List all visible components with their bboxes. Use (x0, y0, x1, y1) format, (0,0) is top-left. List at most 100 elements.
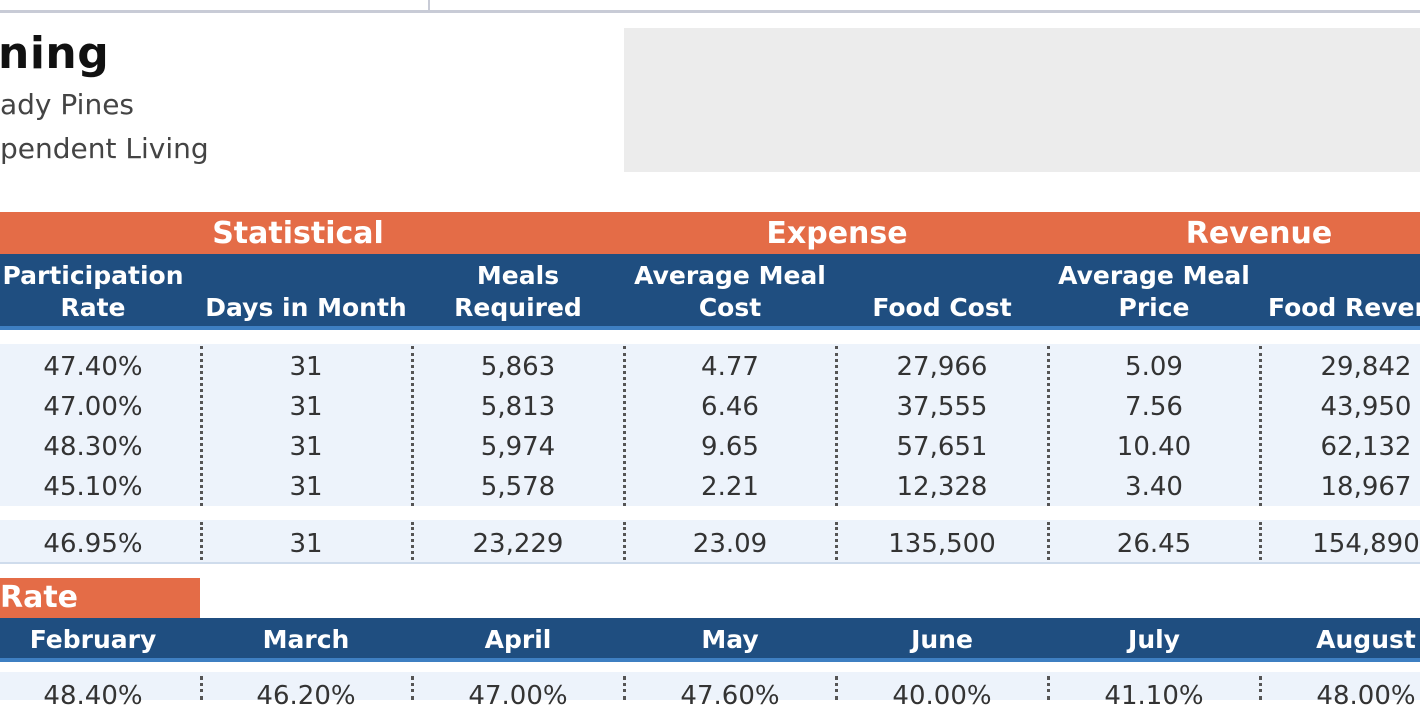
col-header-participation-rate[interactable]: Participation Rate (0, 254, 200, 326)
band-expense-label: Expense (766, 215, 908, 251)
month-header-row (0, 618, 1420, 658)
table-cell[interactable]: 5,813 (480, 392, 556, 422)
col-header-average-meal-price[interactable]: Average Meal Price (1048, 254, 1260, 326)
page-title: ning (0, 28, 110, 79)
rate-cell[interactable]: 48.00% (1316, 681, 1416, 711)
total-cell[interactable]: 23,229 (472, 529, 564, 559)
total-cell[interactable]: 26.45 (1116, 529, 1192, 559)
table-cell[interactable]: 9.65 (701, 432, 759, 462)
col-header-line2: Rate (60, 293, 126, 322)
col-header-line2: Food Rever (1268, 293, 1420, 322)
rate-cell[interactable]: 47.60% (680, 681, 780, 711)
column-separator (1047, 346, 1050, 506)
table-cell[interactable]: 5.09 (1125, 352, 1183, 382)
col-header-average-meal-cost[interactable]: Average Meal Cost (624, 254, 836, 326)
col-header-food-revenue[interactable]: Food Rever (1262, 254, 1420, 326)
table-cell[interactable]: 29,842 (1320, 352, 1412, 382)
table-cell[interactable]: 43,950 (1320, 392, 1412, 422)
column-separator (1047, 676, 1050, 700)
total-cell[interactable]: 31 (289, 529, 323, 559)
total-cell[interactable]: 154,890 (1312, 529, 1420, 559)
table-cell[interactable]: 31 (289, 432, 323, 462)
col-header-line1: Average Meal (1058, 261, 1250, 290)
month-header-underline (0, 658, 1420, 662)
table-cell[interactable]: 4.77 (701, 352, 759, 382)
column-header-underline (0, 326, 1420, 330)
table-cell[interactable]: 2.21 (701, 472, 759, 502)
table-cell[interactable]: 31 (289, 352, 323, 382)
total-cell[interactable]: 135,500 (888, 529, 996, 559)
month-header-june[interactable]: June (911, 625, 973, 654)
table-cell[interactable]: 10.40 (1116, 432, 1192, 462)
column-separator (623, 346, 626, 506)
column-separator (623, 522, 626, 560)
table-cell[interactable]: 18,967 (1320, 472, 1412, 502)
month-header-may[interactable]: May (701, 625, 759, 654)
column-separator (411, 676, 414, 700)
table-cell[interactable]: 31 (289, 472, 323, 502)
column-header-row (0, 254, 1420, 326)
column-separator (1259, 522, 1262, 560)
total-cell[interactable]: 46.95% (43, 529, 143, 559)
month-header-february[interactable]: February (29, 625, 157, 654)
total-row-area (0, 520, 1420, 562)
column-separator (200, 346, 203, 506)
community-name: ady Pines (0, 88, 135, 121)
table-cell[interactable]: 5,863 (480, 352, 556, 382)
month-header-july[interactable]: July (1128, 625, 1180, 654)
total-cell[interactable]: 23.09 (692, 529, 768, 559)
col-header-food-cost[interactable]: Food Cost (836, 254, 1048, 326)
rate-values-row (0, 672, 1420, 700)
top-toolbar-edge (0, 0, 1420, 13)
col-header-line2: Required (454, 293, 582, 322)
col-header-days-in-month[interactable]: Days in Month (200, 254, 412, 326)
col-header-meals-required[interactable]: Meals Required (412, 254, 624, 326)
logo-placeholder (624, 28, 1420, 172)
rate-cell[interactable]: 46.20% (256, 681, 356, 711)
rate-cell[interactable]: 40.00% (892, 681, 992, 711)
col-header-line1: Participation (2, 261, 184, 290)
table-cell[interactable]: 47.00% (43, 392, 143, 422)
column-separator (835, 346, 838, 506)
table-cell[interactable]: 7.56 (1125, 392, 1183, 422)
band-statistical-label: Statistical (212, 215, 384, 251)
band-revenue: Revenue (1048, 212, 1420, 254)
col-header-line1: Meals (476, 261, 560, 290)
table-cell[interactable]: 31 (289, 392, 323, 422)
col-header-line2: Price (1118, 293, 1190, 322)
rate-cell[interactable]: 47.00% (468, 681, 568, 711)
table-cell[interactable]: 48.30% (43, 432, 143, 462)
band-revenue-label: Revenue (1185, 215, 1333, 251)
table-cell[interactable]: 5,974 (480, 432, 556, 462)
column-separator (835, 676, 838, 700)
table-cell[interactable]: 45.10% (43, 472, 143, 502)
band-expense: Expense (626, 212, 1048, 254)
table-cell[interactable]: 27,966 (896, 352, 988, 382)
table-cell[interactable]: 6.46 (701, 392, 759, 422)
band-statistical: Statistical (0, 212, 626, 254)
table-cell[interactable]: 3.40 (1125, 472, 1183, 502)
column-separator (200, 522, 203, 560)
table-cell[interactable]: 62,132 (1320, 432, 1412, 462)
data-rows-area (0, 344, 1420, 506)
table-cell[interactable]: 47.40% (43, 352, 143, 382)
band-rate: Rate (0, 578, 200, 618)
living-type: pendent Living (0, 132, 209, 165)
month-header-march[interactable]: March (262, 625, 350, 654)
table-cell[interactable]: 57,651 (896, 432, 988, 462)
table-cell[interactable]: 12,328 (896, 472, 988, 502)
month-header-april[interactable]: April (484, 625, 552, 654)
table-cell[interactable]: 5,578 (480, 472, 556, 502)
rate-cell[interactable]: 41.10% (1104, 681, 1204, 711)
total-row-underline (0, 562, 1420, 564)
col-header-line1: Average Meal (634, 261, 826, 290)
col-header-line2: Cost (698, 293, 762, 322)
column-separator (1259, 346, 1262, 506)
rate-cell[interactable]: 48.40% (43, 681, 143, 711)
col-header-line2: Days in Month (205, 293, 407, 322)
table-cell[interactable]: 37,555 (896, 392, 988, 422)
column-separator (411, 346, 414, 506)
column-separator (1047, 522, 1050, 560)
col-header-line2: Food Cost (872, 293, 1012, 322)
month-header-august[interactable]: August (1316, 625, 1416, 654)
